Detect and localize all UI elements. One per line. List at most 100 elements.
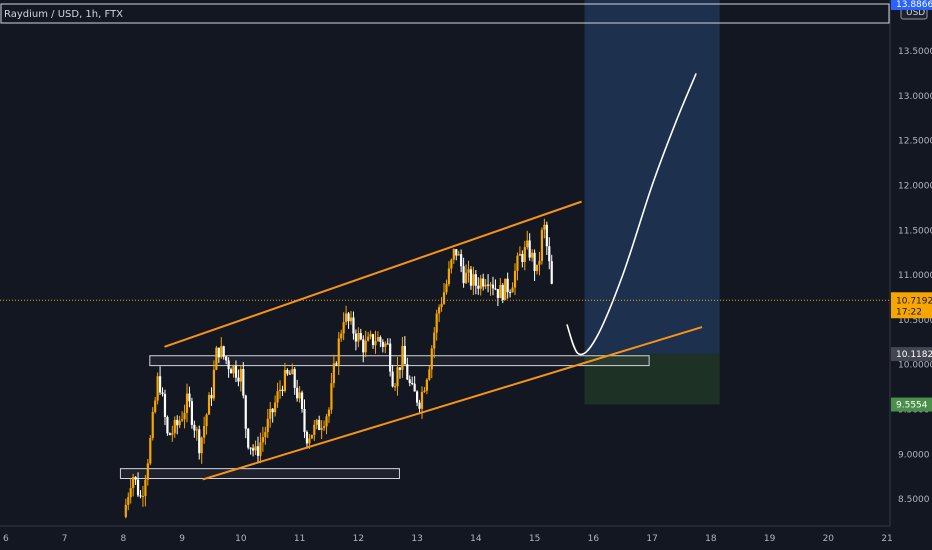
candle-body [423,390,426,392]
candle-body [154,400,157,412]
candle-body [303,408,306,433]
support-zones[interactable] [119,355,650,480]
candle-body [393,386,397,388]
candle-body [249,447,252,449]
candle-body [521,253,524,262]
support-zone-1[interactable] [149,355,650,367]
candle-body [266,418,269,433]
candle-body [491,284,495,289]
lower-channel-line[interactable] [202,326,703,481]
x-tick-label: 10 [235,534,247,544]
candle-body [445,284,448,293]
candle-body [479,278,482,289]
candle-body [190,401,194,425]
x-tick-label: 12 [353,534,364,544]
candle-body [171,433,174,435]
candle-body [538,260,541,265]
candle-body [193,424,196,431]
candle-body [438,307,441,314]
candle-body [322,426,326,429]
entry-price-tag [891,347,932,362]
candle-body [379,337,382,342]
x-tick-label: 16 [588,534,600,544]
candle-body [513,270,517,288]
candle-body [367,336,370,341]
candle-body [548,246,551,262]
candle-body [398,367,402,370]
candle-body [234,365,238,378]
candle-body [347,313,350,322]
upper-channel-line[interactable] [164,200,582,348]
x-tick-label: 11 [294,534,305,544]
candle-body [415,391,419,403]
candle-body [337,338,340,365]
currency-label[interactable]: USD [906,8,925,18]
candle-body [244,395,247,429]
candle-body [455,249,458,256]
candle-body [489,284,492,286]
chart-title[interactable]: Raydium / USD, 1h, FTX [4,9,123,20]
candle-body [308,438,311,444]
target-price-tag [891,0,932,10]
candle-body [425,379,428,391]
candle-body [352,317,355,334]
candle-body [139,495,142,497]
candle-body [418,402,421,409]
current-price-tag [891,292,932,319]
candle-body [533,252,536,272]
candle-body [237,377,240,382]
y-tick-label: 8.5000 [898,495,930,505]
candle-body [300,392,304,409]
candle-body [384,343,387,347]
candle-body [340,333,343,339]
candle-body [207,394,211,415]
x-tick-label: 9 [179,534,185,544]
candle-body [396,367,399,387]
candle-body [254,446,257,451]
candle-body [286,369,289,374]
x-tick-label: 13 [411,534,422,544]
y-tick-label: 11.0000 [898,271,932,281]
candle-body [540,229,544,261]
candle-body [509,292,512,294]
candle-body [484,284,487,287]
candle-body [215,347,218,370]
projection-curve[interactable] [566,73,697,356]
x-tick-label: 17 [646,534,657,544]
candle-body [433,332,436,349]
profit-zone[interactable] [584,0,720,355]
candle-body [283,369,287,391]
y-tick-label: 10.5000 [898,316,932,326]
candle-body [261,437,264,443]
candle-body [129,488,132,498]
candle-body [166,416,169,434]
long-position-tool[interactable] [584,0,720,405]
candle-body [345,313,348,323]
candle-body [264,432,267,438]
y-tick-label: 11.5000 [898,226,932,236]
candle-body [205,414,208,427]
candle-body [460,254,463,267]
candle-body [406,364,409,380]
candle-body [391,371,394,387]
candle-body [335,363,338,365]
candle-body [408,379,411,384]
stop-loss-zone[interactable] [584,354,720,405]
candle-body [486,284,490,286]
candle-body [293,369,296,388]
candle-body [420,391,424,409]
candle-body [144,479,147,497]
candle-body [288,373,291,375]
x-tick-label: 6 [3,534,9,544]
candle-body [305,432,309,444]
drawings[interactable] [0,73,890,481]
candle-body [447,268,451,285]
candle-body [494,288,497,290]
candle-body [440,303,443,308]
chart-header: Raydium / USD, 1h, FTX [0,3,890,24]
support-zone-2[interactable] [119,468,400,480]
y-tick-label: 9.0000 [898,450,930,460]
candle-body [506,278,509,293]
symbol-header-box [0,3,890,24]
